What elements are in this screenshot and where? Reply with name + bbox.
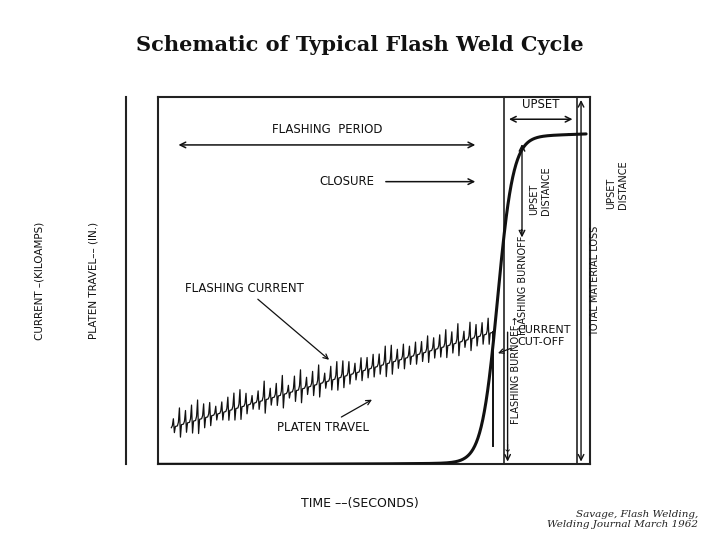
Text: CLOSURE: CLOSURE (320, 175, 374, 188)
Text: TOTAL MATERIAL LOSS: TOTAL MATERIAL LOSS (590, 226, 600, 336)
Text: UPSET
DISTANCE: UPSET DISTANCE (529, 166, 551, 215)
Text: PLATEN TRAVEL–– (IN.): PLATEN TRAVEL–– (IN.) (89, 222, 99, 339)
Text: FLASHING CURRENT: FLASHING CURRENT (185, 282, 328, 359)
Text: PLATEN TRAVEL: PLATEN TRAVEL (276, 400, 371, 434)
Text: TIME ––(SECONDS): TIME ––(SECONDS) (301, 497, 419, 510)
Text: UPSET
DISTANCE: UPSET DISTANCE (606, 160, 628, 209)
Text: ↓: ↓ (503, 443, 513, 454)
Text: CURRENT
CUT-OFF: CURRENT CUT-OFF (499, 325, 570, 353)
Text: Schematic of Typical Flash Weld Cycle: Schematic of Typical Flash Weld Cycle (136, 35, 584, 55)
Text: CURRENT –(KILOAMPS): CURRENT –(KILOAMPS) (35, 222, 45, 340)
Text: UPSET: UPSET (522, 98, 559, 111)
Text: Savage, Flash Welding,
Welding Journal March 1962: Savage, Flash Welding, Welding Journal M… (547, 510, 698, 529)
Text: FLASHING BURNOFF→: FLASHING BURNOFF→ (511, 316, 521, 424)
Text: FLASHING BURNOFF→: FLASHING BURNOFF→ (518, 227, 528, 335)
Text: FLASHING  PERIOD: FLASHING PERIOD (271, 123, 382, 136)
